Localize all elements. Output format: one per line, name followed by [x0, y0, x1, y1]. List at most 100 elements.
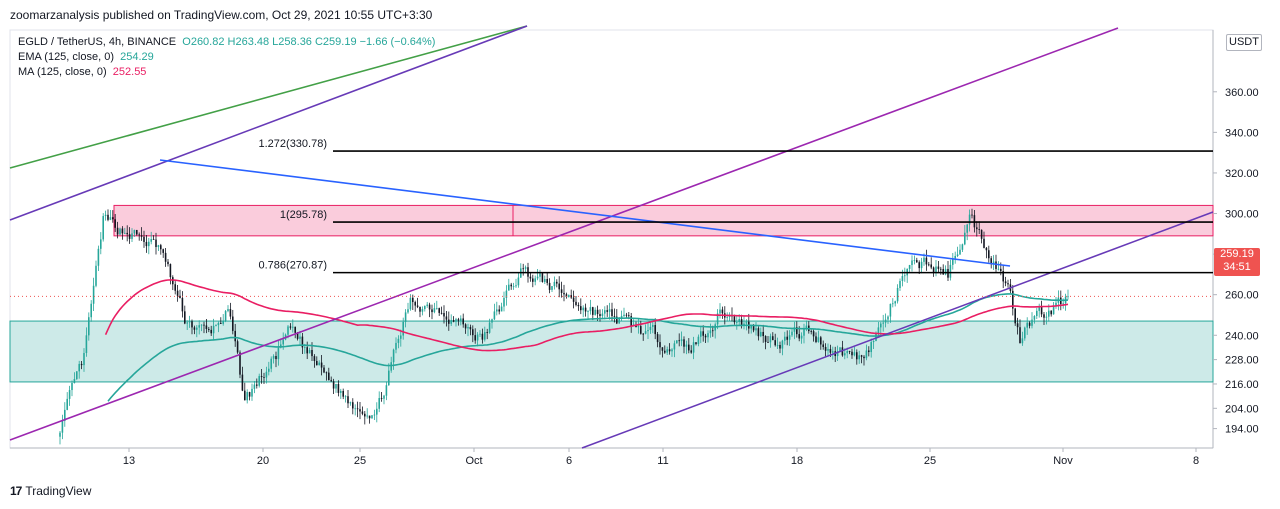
candle-body: [656, 334, 659, 343]
zones-layer: [9, 204, 1214, 383]
y-tick-label: 216.00: [1225, 379, 1259, 391]
legend-symbol: EGLD / TetherUS, 4h, BINANCE: [18, 36, 177, 48]
candle-body: [738, 319, 740, 323]
candle-body: [844, 353, 846, 356]
candle-body: [721, 309, 724, 314]
candle-body: [143, 236, 145, 242]
candle-body: [138, 234, 140, 236]
candle-body: [313, 356, 316, 361]
candle-body: [606, 310, 608, 312]
candle-body: [474, 335, 476, 341]
candle-body: [613, 316, 616, 317]
candle-body: [208, 328, 210, 330]
legend-ma-row: MA (125, close, 0) 252.55: [18, 65, 435, 80]
candle-body: [1048, 310, 1050, 317]
candle-body: [880, 323, 882, 328]
candle-body: [611, 309, 613, 317]
candle-body: [424, 305, 426, 310]
candle-body: [892, 303, 894, 305]
candle-body: [400, 335, 402, 339]
candle-body: [136, 229, 138, 235]
x-tick-label: 25: [354, 455, 366, 467]
x-tick-label: 11: [657, 455, 668, 467]
candle-body: [985, 247, 988, 251]
y-tick-label: 360.00: [1225, 87, 1259, 99]
candle-body: [575, 301, 577, 305]
candle-body: [90, 303, 92, 318]
candle-body: [203, 324, 205, 326]
candle-body: [361, 411, 364, 414]
candle-body: [215, 325, 217, 326]
fib-level-label: 1.272(330.78): [259, 138, 328, 150]
candle-body: [539, 273, 541, 277]
candle-body: [366, 415, 368, 417]
candle-body: [1012, 290, 1014, 309]
candle-body: [546, 278, 548, 283]
candle-body: [241, 374, 244, 391]
candle-body: [457, 319, 460, 321]
candle-body: [160, 245, 162, 250]
x-tick-label: 8: [1193, 455, 1199, 467]
legend-ema-value: 254.29: [120, 51, 154, 63]
candle-body: [59, 432, 61, 437]
candle-body: [709, 330, 712, 334]
candle-body: [371, 415, 373, 419]
candle-body: [505, 290, 508, 298]
candle-body: [140, 235, 143, 237]
candle-body: [205, 325, 208, 329]
candle-body: [323, 367, 325, 373]
candle-body: [596, 309, 599, 315]
candle-body: [625, 314, 628, 316]
candle-body: [824, 346, 827, 351]
legend-ema-row: EMA (125, close, 0) 254.29: [18, 50, 435, 65]
candle-body: [426, 304, 428, 306]
candle-body: [863, 356, 865, 359]
candle-body: [263, 377, 265, 378]
candle-body: [176, 290, 179, 296]
candle-body: [265, 371, 268, 378]
candle-body: [491, 319, 493, 323]
candle-body: [899, 280, 901, 289]
candle-body: [248, 392, 251, 397]
candle-body: [162, 249, 164, 253]
candle-body: [236, 341, 239, 353]
candle-body: [788, 335, 791, 340]
candle-body: [784, 336, 786, 341]
candle-body: [791, 331, 793, 336]
candle-body: [1036, 310, 1038, 317]
candle-body: [973, 215, 976, 228]
candle-body: [104, 214, 107, 217]
tradingview-wordmark: TradingView: [25, 484, 92, 498]
candle-body: [832, 351, 834, 353]
currency-button[interactable]: USDT: [1226, 34, 1262, 51]
candle-body: [97, 248, 100, 266]
candle-body: [1007, 283, 1009, 285]
candle-body: [800, 335, 803, 339]
candle-body: [532, 278, 534, 282]
candle-body: [380, 398, 383, 399]
candle-body: [587, 311, 589, 312]
candle-body: [88, 317, 90, 336]
y-tick-label: 228.00: [1225, 355, 1259, 367]
candle-body: [584, 307, 587, 312]
candle-body: [102, 216, 104, 240]
candle-body: [755, 328, 757, 331]
x-tick-label: 6: [566, 455, 572, 467]
candle-body: [812, 331, 815, 337]
candle-body: [164, 252, 167, 262]
y-tick-label: 240.00: [1225, 330, 1259, 342]
candle-body: [428, 304, 431, 310]
candle-body: [971, 214, 973, 216]
candle-body: [337, 383, 340, 393]
candles-layer: [59, 208, 1069, 445]
candle-body: [174, 284, 176, 291]
candle-body: [822, 344, 824, 347]
candle-body: [673, 343, 676, 350]
candle-body: [1062, 303, 1064, 305]
y-tick-label: 204.00: [1225, 403, 1259, 415]
candle-body: [232, 316, 234, 331]
candle-body: [73, 379, 76, 384]
candle-body: [467, 327, 469, 329]
candle-body: [244, 390, 246, 401]
